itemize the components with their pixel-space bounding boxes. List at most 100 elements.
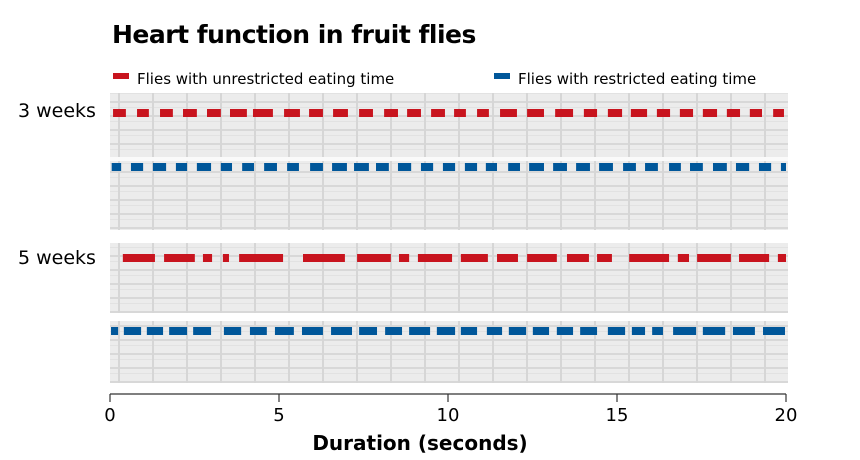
heartbeat-segment <box>137 109 149 117</box>
heartbeat-segment <box>527 254 557 262</box>
heartbeat-segment <box>566 254 589 262</box>
heartbeat-segment <box>532 327 550 335</box>
heartbeat-segment <box>763 327 785 335</box>
heartbeat-segment <box>749 109 763 117</box>
heartbeat-segment <box>169 327 188 335</box>
heartbeat-segment <box>385 327 403 335</box>
heartbeat-segment <box>113 109 126 117</box>
heartbeat-segment <box>384 109 398 117</box>
heartbeat-segment <box>417 254 453 262</box>
heartbeat-segment <box>222 254 229 262</box>
heartbeat-segment <box>702 327 726 335</box>
heartbeat-segment <box>485 163 498 171</box>
heartbeat-segment <box>599 163 613 171</box>
heartbeat-segment <box>332 163 347 171</box>
heartbeat-segment <box>500 109 517 117</box>
heartbeat-segment <box>679 109 694 117</box>
chart-title: Heart function in fruit flies <box>112 20 476 49</box>
heartbeat-segment <box>152 163 167 171</box>
heartbeat-segment <box>207 109 221 117</box>
heartbeat-segment <box>284 109 300 117</box>
heartbeat-segment <box>431 109 445 117</box>
heartbeat-segment <box>726 109 741 117</box>
x-axis-title: Duration (seconds) <box>312 431 527 455</box>
heartbeat-segment <box>359 327 378 335</box>
heartbeat-segment <box>436 327 456 335</box>
heartbeat-segment <box>508 327 527 335</box>
heartbeat-segment <box>333 109 348 117</box>
heartbeat-segment <box>780 163 786 171</box>
heartbeat-segment <box>652 327 663 335</box>
heartbeat-segment <box>239 254 284 262</box>
heartbeat-segment <box>111 163 122 171</box>
heartbeat-segment <box>732 327 755 335</box>
heartbeat-segment <box>229 109 247 117</box>
heartbeat-segment <box>249 327 267 335</box>
heartbeat-segment <box>645 163 658 171</box>
x-tick-label: 10 <box>437 405 460 426</box>
heartbeat-segment <box>130 163 144 171</box>
heartbeat-segment <box>697 254 731 262</box>
heartbeat-segment <box>357 254 391 262</box>
legend-label-unrestricted: Flies with unrestricted eating time <box>137 70 394 88</box>
heartbeat-segment <box>597 254 612 262</box>
heartbeat-segment <box>527 109 544 117</box>
heartbeat-segment <box>111 327 119 335</box>
heartbeat-segment <box>607 109 623 117</box>
heartbeat-segment <box>264 163 277 171</box>
heartbeat-segment <box>477 109 489 117</box>
heartbeat-segment <box>309 109 323 117</box>
heartbeat-segment <box>777 254 786 262</box>
heartbeat-segment <box>712 163 727 171</box>
heartbeat-segment <box>122 254 155 262</box>
x-tick-label: 20 <box>775 405 798 426</box>
heartbeat-segment <box>354 163 369 171</box>
heartbeat-segment <box>164 254 195 262</box>
heartbeat-segment <box>454 109 466 117</box>
legend: Flies with unrestricted eating time Flie… <box>113 70 756 88</box>
heartbeat-segment <box>310 163 323 171</box>
recording-panel-3-weeks <box>110 93 788 230</box>
heartbeat-segment <box>702 109 718 117</box>
heartbeat-segment <box>464 163 478 171</box>
heartbeat-segment <box>576 163 590 171</box>
x-tick-label: 15 <box>606 405 629 426</box>
legend-swatch-restricted <box>494 73 510 79</box>
heartbeat-segment <box>409 327 431 335</box>
heartbeat-segment <box>623 163 636 171</box>
recording-panels <box>110 93 788 383</box>
heartbeat-segment <box>376 163 389 171</box>
legend-label-restricted: Flies with restricted eating time <box>518 70 756 88</box>
legend-swatch-unrestricted <box>113 73 129 79</box>
group-label-3-weeks: 3 weeks <box>18 100 96 122</box>
heartbeat-segment <box>486 327 503 335</box>
heartbeat-segment <box>673 327 697 335</box>
heartbeat-segment <box>359 109 373 117</box>
heartbeat-segment <box>460 327 478 335</box>
heartbeat-segment <box>758 163 772 171</box>
heartbeat-segment <box>460 254 488 262</box>
heartbeat-segment <box>123 327 142 335</box>
heartbeat-segment <box>196 163 212 171</box>
heartbeat-segment <box>677 254 689 262</box>
heartbeat-segment <box>735 163 750 171</box>
heartbeat-segment <box>146 327 164 335</box>
x-axis: 0 5 10 15 20 Duration (seconds) <box>104 393 798 455</box>
heartbeat-segment <box>580 327 598 335</box>
heartbeat-segment <box>220 163 233 171</box>
heartbeat-segment <box>739 254 770 262</box>
heartbeat-segment <box>397 163 412 171</box>
heartbeat-segments <box>111 109 786 335</box>
heartbeat-segment <box>242 163 254 171</box>
heartbeat-segment <box>583 109 598 117</box>
heartbeat-segment <box>287 163 299 171</box>
heartbeat-segment <box>175 163 188 171</box>
heartbeat-segment <box>442 163 456 171</box>
heartbeat-segment <box>773 109 784 117</box>
heartbeat-segment <box>183 109 197 117</box>
heartbeat-segment <box>252 109 273 117</box>
heartbeat-segment <box>160 109 173 117</box>
heartbeat-segment <box>529 163 544 171</box>
heartbeat-segment <box>690 163 703 171</box>
